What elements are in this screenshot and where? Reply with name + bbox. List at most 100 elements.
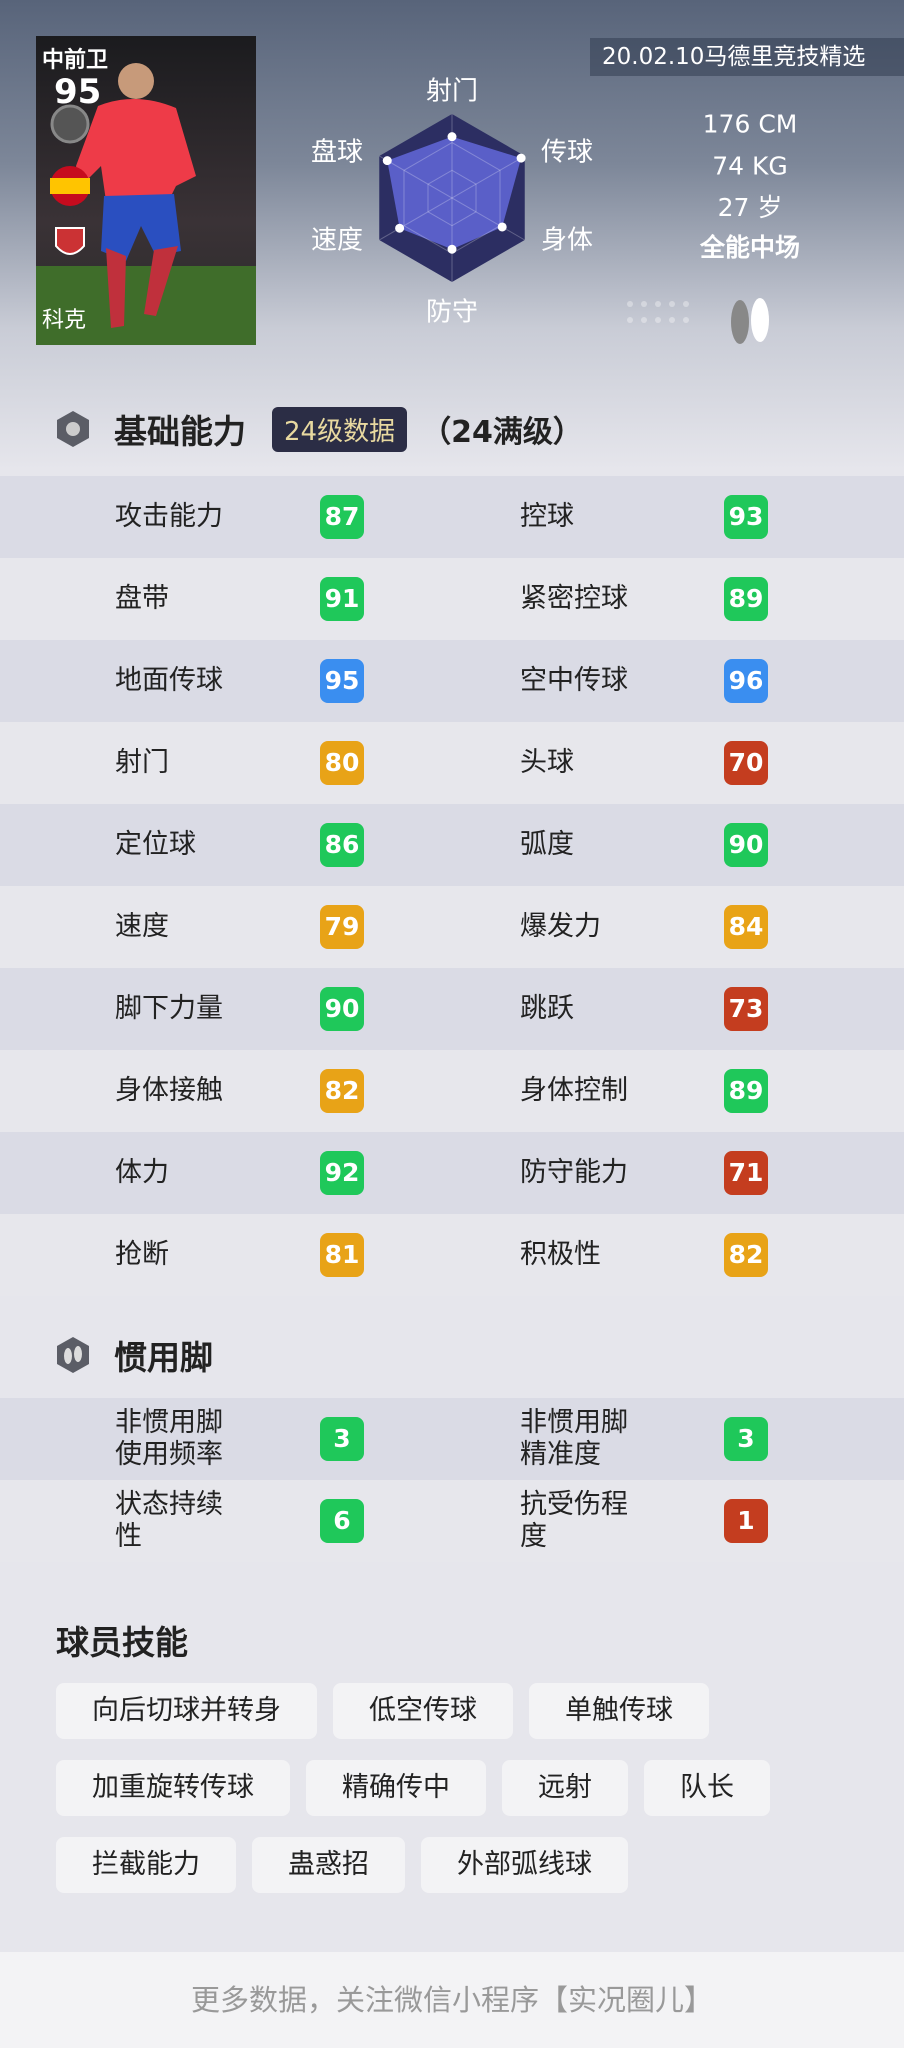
edition-label: 20.02.10马德里竞技精选 bbox=[590, 38, 904, 76]
radar-point bbox=[516, 153, 526, 163]
radar-label: 盘球 bbox=[310, 137, 364, 168]
skill-chip[interactable]: 向后切球并转身 bbox=[56, 1683, 317, 1739]
stat-value-badge: 1 bbox=[724, 1499, 768, 1543]
stat-value-badge: 3 bbox=[724, 1417, 768, 1461]
stat-row: 速度 79 爆发力 84 bbox=[0, 886, 904, 968]
stat-row: 射门 80 头球 70 bbox=[0, 722, 904, 804]
player-skill-icon bbox=[57, 411, 89, 447]
skill-chip[interactable]: 队长 bbox=[644, 1760, 770, 1816]
stat-row: 体力 92 防守能力 71 bbox=[0, 1132, 904, 1214]
player-age: 27 岁 bbox=[717, 193, 783, 222]
stat-label: 状态持续 性 bbox=[115, 1489, 223, 1552]
stat-value-badge: 79 bbox=[320, 905, 364, 949]
radar-label: 射门 bbox=[425, 76, 479, 107]
player-name: 科克 bbox=[42, 308, 87, 333]
stat-value-badge: 90 bbox=[724, 823, 768, 867]
stat-label: 脚下力量 bbox=[115, 993, 223, 1024]
skill-chip[interactable]: 加重旋转传球 bbox=[56, 1760, 290, 1816]
radar-grid bbox=[427, 169, 477, 227]
stat-value-badge: 82 bbox=[724, 1233, 768, 1277]
radar-value-area bbox=[387, 136, 522, 250]
radar-point bbox=[447, 132, 457, 142]
footprints-icon bbox=[627, 298, 769, 344]
stat-value-badge: 80 bbox=[320, 741, 364, 785]
stat-value-badge: 6 bbox=[320, 1499, 364, 1543]
player-overall: 95 bbox=[54, 72, 102, 112]
stat-value-badge: 3 bbox=[320, 1417, 364, 1461]
stat-value-badge: 89 bbox=[724, 1069, 768, 1113]
foot-section-header: 惯用脚 bbox=[56, 1331, 213, 1379]
stat-value-badge: 90 bbox=[320, 987, 364, 1031]
player-photo bbox=[36, 36, 256, 345]
club-crest-icon bbox=[55, 227, 85, 255]
stat-row: 盘带 91 紧密控球 89 bbox=[0, 558, 904, 640]
stat-label: 爆发力 bbox=[520, 911, 601, 942]
radar-label: 速度 bbox=[310, 225, 364, 256]
stat-label: 弧度 bbox=[520, 829, 574, 860]
radar-label: 防守 bbox=[425, 297, 479, 328]
stat-label: 射门 bbox=[115, 747, 169, 778]
skill-chip[interactable]: 单触传球 bbox=[529, 1683, 709, 1739]
stat-value-badge: 71 bbox=[724, 1151, 768, 1195]
player-card: 中前卫 95 科克 bbox=[36, 36, 256, 345]
stat-label: 地面传球 bbox=[115, 665, 223, 696]
stat-label: 非惯用脚 精准度 bbox=[520, 1407, 628, 1470]
stat-value-badge: 89 bbox=[724, 577, 768, 621]
stat-label: 速度 bbox=[115, 911, 169, 942]
level-note: （24满级） bbox=[421, 415, 583, 450]
stat-value-badge: 93 bbox=[724, 495, 768, 539]
stat-row: 非惯用脚 使用频率 3 非惯用脚 精准度 3 bbox=[0, 1398, 904, 1480]
player-height: 176 CM bbox=[702, 109, 798, 139]
stat-value-badge: 84 bbox=[724, 905, 768, 949]
radar-point bbox=[447, 244, 457, 254]
stat-value-badge: 81 bbox=[320, 1233, 364, 1277]
stat-label: 非惯用脚 使用频率 bbox=[115, 1407, 223, 1470]
skill-chip[interactable]: 远射 bbox=[502, 1760, 628, 1816]
radar-point bbox=[382, 156, 392, 166]
stat-label: 紧密控球 bbox=[520, 583, 628, 614]
stat-label: 空中传球 bbox=[520, 665, 628, 696]
player-weight: 74 KG bbox=[712, 151, 788, 181]
stat-row: 地面传球 95 空中传球 96 bbox=[0, 640, 904, 722]
skills-section-header: 球员技能 bbox=[56, 1616, 188, 1664]
radar-point bbox=[497, 222, 507, 232]
skill-chip[interactable]: 低空传球 bbox=[333, 1683, 513, 1739]
section-title: 惯用脚 bbox=[114, 1338, 213, 1377]
radar-chart bbox=[379, 114, 526, 282]
stat-label: 抢断 bbox=[115, 1239, 169, 1270]
section-title: 基础能力 bbox=[114, 412, 246, 451]
skill-chip[interactable]: 精确传中 bbox=[306, 1760, 486, 1816]
stat-row: 定位球 86 弧度 90 bbox=[0, 804, 904, 886]
skill-chip[interactable]: 外部弧线球 bbox=[421, 1837, 628, 1893]
stat-label: 身体控制 bbox=[520, 1075, 628, 1106]
radar-label: 身体 bbox=[540, 225, 594, 256]
basic-section-header: 基础能力 24级数据 （24满级） bbox=[56, 405, 583, 453]
stat-label: 跳跃 bbox=[520, 993, 574, 1024]
radar-label: 传球 bbox=[540, 137, 594, 168]
skill-chip[interactable]: 蛊惑招 bbox=[252, 1837, 405, 1893]
stat-value-badge: 91 bbox=[320, 577, 364, 621]
playstyle-icon bbox=[50, 104, 90, 144]
player-style: 全能中场 bbox=[699, 233, 801, 262]
stat-value-badge: 70 bbox=[724, 741, 768, 785]
level-badge: 24级数据 bbox=[272, 406, 408, 452]
stat-row: 状态持续 性 6 抗受伤程 度 1 bbox=[0, 1480, 904, 1562]
skill-chip[interactable]: 拦截能力 bbox=[56, 1837, 236, 1893]
stat-label: 头球 bbox=[520, 747, 574, 778]
player-position: 中前卫 bbox=[42, 48, 109, 73]
stat-label: 身体接触 bbox=[115, 1075, 223, 1106]
stat-value-badge: 82 bbox=[320, 1069, 364, 1113]
footprint-icon bbox=[57, 1337, 89, 1373]
stat-row: 抢断 81 积极性 82 bbox=[0, 1214, 904, 1296]
stat-label: 抗受伤程 度 bbox=[520, 1489, 628, 1552]
footer-promo: 更多数据，关注微信小程序【实况圈儿】 bbox=[0, 1952, 904, 2048]
stat-label: 控球 bbox=[520, 501, 574, 532]
stat-value-badge: 87 bbox=[320, 495, 364, 539]
stat-row: 身体接触 82 身体控制 89 bbox=[0, 1050, 904, 1132]
skills-list: 向后切球并转身 低空传球 单触传球加重旋转传球 精确传中 远射 队长拦截能力 蛊惑招 外部弧线… bbox=[56, 1683, 856, 1914]
stat-label: 攻击能力 bbox=[115, 501, 223, 532]
section-title: 球员技能 bbox=[56, 1623, 188, 1662]
stat-label: 体力 bbox=[115, 1157, 169, 1188]
stat-label: 积极性 bbox=[520, 1239, 601, 1270]
stat-label: 定位球 bbox=[115, 829, 196, 860]
